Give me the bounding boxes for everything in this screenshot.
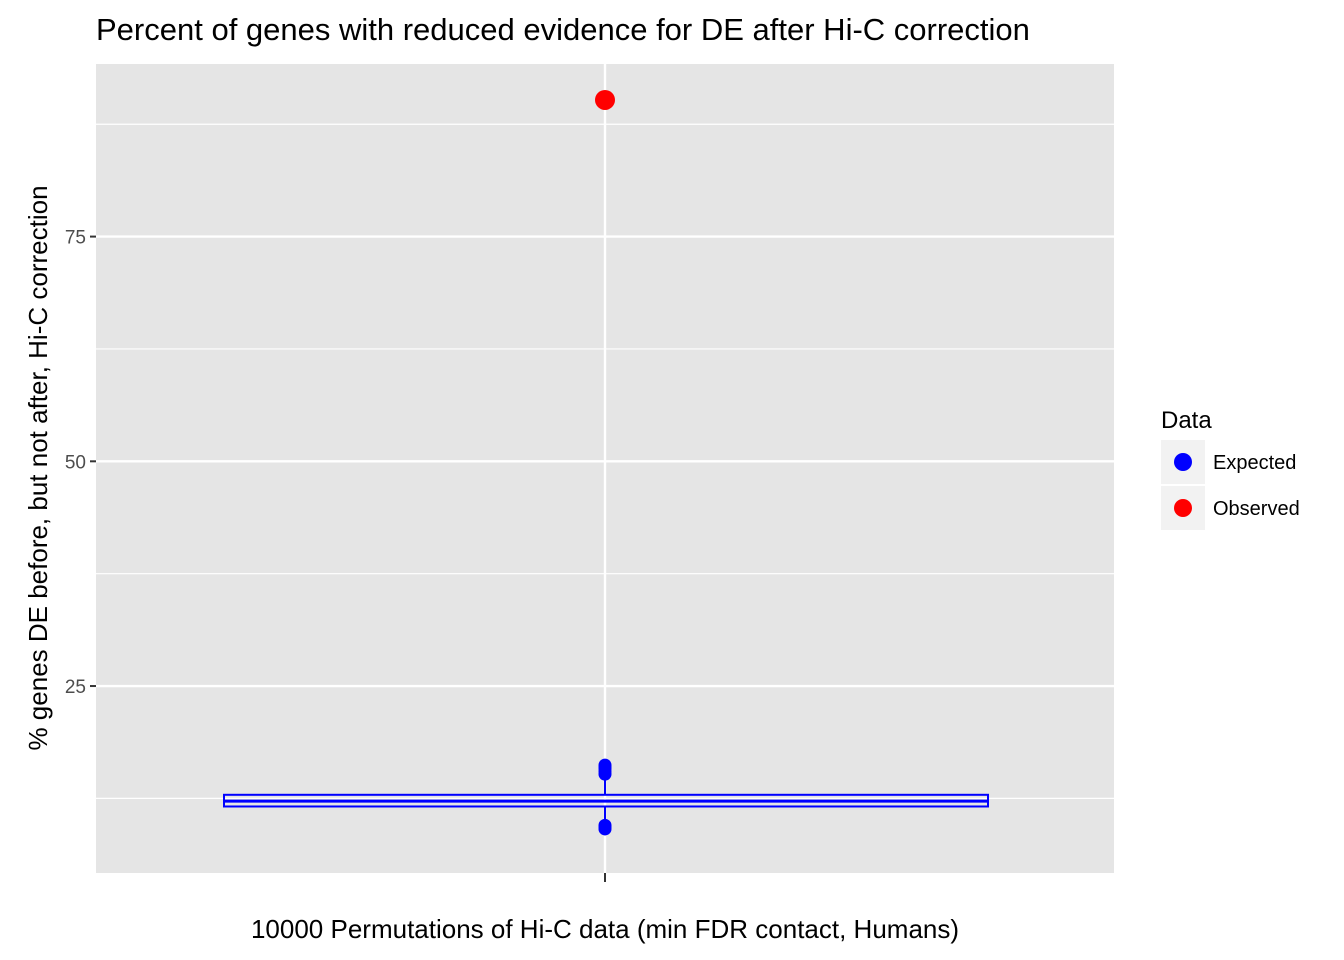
y-tick-label: 50 — [65, 452, 86, 473]
expected-outlier-point — [598, 818, 612, 832]
legend: Data Expected Observed — [1161, 407, 1300, 530]
expected-outlier-point — [598, 758, 612, 772]
y-tick-label: 25 — [65, 677, 86, 698]
y-tick-label: 75 — [65, 228, 86, 249]
x-axis-title: 10000 Permutations of Hi-C data (min FDR… — [251, 914, 959, 944]
y-axis-title: % genes DE before, but not after, Hi-C c… — [23, 185, 53, 750]
data-marks — [223, 89, 989, 836]
observed-point — [595, 89, 615, 110]
axes: 25 50 75 — [65, 228, 606, 882]
legend-label: Observed — [1213, 498, 1300, 520]
legend-key-dot — [1174, 499, 1192, 517]
legend-title: Data — [1161, 407, 1212, 434]
grid-lines — [96, 64, 1114, 873]
chart-title: Percent of genes with reduced evidence f… — [96, 12, 1030, 47]
legend-key-dot — [1174, 453, 1192, 471]
legend-label: Expected — [1213, 452, 1296, 474]
